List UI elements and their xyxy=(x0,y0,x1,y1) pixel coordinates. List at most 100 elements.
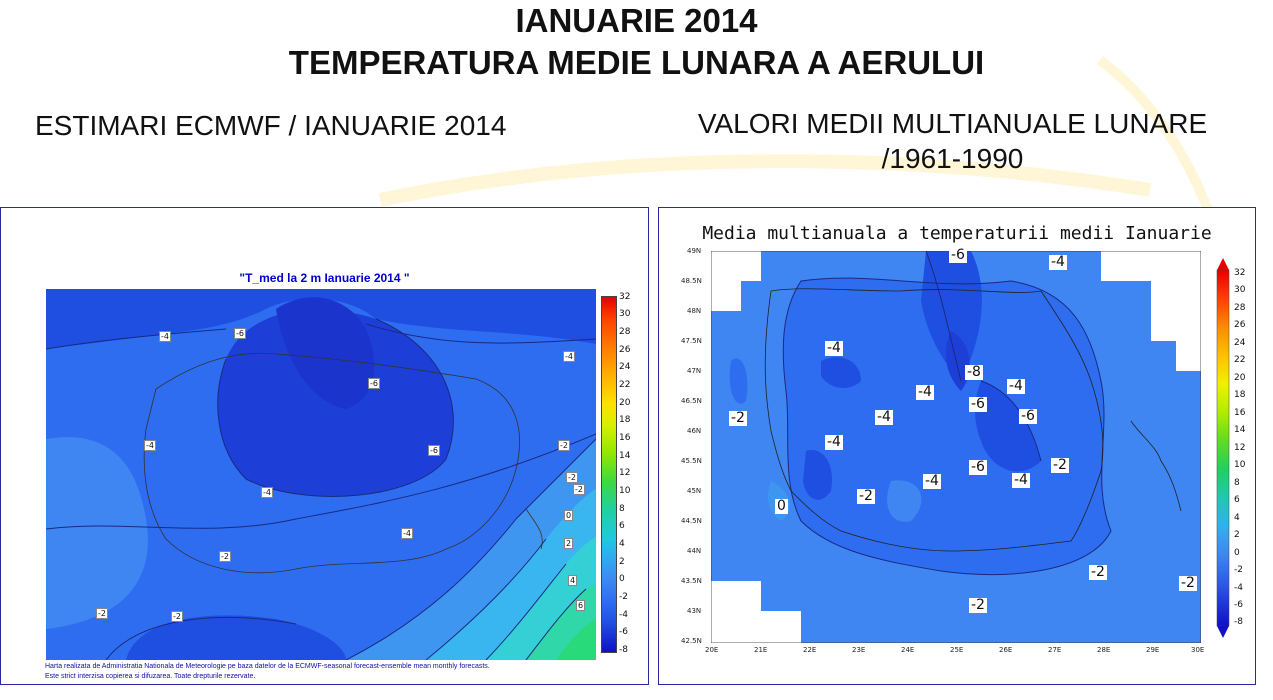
colorbar-label: -8 xyxy=(1234,617,1243,627)
contour-label: 2 xyxy=(564,538,574,549)
colorbar-label: 16 xyxy=(619,433,631,443)
lon-tick: 27E xyxy=(1048,646,1062,654)
colorbar-label: 32 xyxy=(619,292,631,302)
contour-label: 0 xyxy=(775,498,788,514)
colorbar-label: 4 xyxy=(1234,513,1240,523)
ecmwf-map-title: "T_med la 2 m Ianuarie 2014 " xyxy=(239,271,410,285)
colorbar-label: 14 xyxy=(619,451,631,461)
lon-tick: 26E xyxy=(999,646,1013,654)
lat-tick: 43.5N xyxy=(681,577,702,585)
left-panel-heading: ESTIMARI ECMWF / IANUARIE 2014 xyxy=(35,110,507,141)
contour-label: 6 xyxy=(576,600,586,611)
climatology-map-panel: Media multianuala a temperaturii medii I… xyxy=(658,207,1256,685)
lat-tick: 49N xyxy=(687,247,702,255)
lat-tick: 46N xyxy=(687,427,702,435)
colorbar-label: -2 xyxy=(619,592,628,602)
lon-tick: 25E xyxy=(950,646,964,654)
colorbar-label: -6 xyxy=(619,627,628,637)
contour-label: -4 xyxy=(1007,378,1025,394)
lon-tick: 24E xyxy=(901,646,915,654)
page-title: IANUARIE 2014 xyxy=(515,2,758,39)
colorbar-label: 2 xyxy=(619,557,625,567)
colorbar-label: 20 xyxy=(1234,373,1246,383)
contour-label: -2 xyxy=(1051,457,1069,473)
map-copyright-line: Este strict interzisa copierea si difuza… xyxy=(45,673,256,680)
lat-tick: 42.5N xyxy=(681,637,702,645)
lon-tick: 29E xyxy=(1146,646,1160,654)
contour-label: -6 xyxy=(1019,408,1037,424)
colorbar-label: -2 xyxy=(1234,565,1243,575)
contour-label: -8 xyxy=(965,364,983,380)
colorbar-label: 0 xyxy=(619,574,625,584)
contour-label: -6 xyxy=(949,247,967,263)
contour-label: -4 xyxy=(875,409,893,425)
contour-label: -2 xyxy=(171,611,183,622)
colorbar-label: 24 xyxy=(619,362,631,372)
lon-tick: 21E xyxy=(754,646,768,654)
right-panel-heading-period: /1961-1990 xyxy=(881,143,1024,174)
lat-tick: 48N xyxy=(687,307,702,315)
contour-label: -4 xyxy=(563,351,575,362)
contour-label: -2 xyxy=(1089,564,1107,580)
lon-tick: 23E xyxy=(852,646,866,654)
colorbar-label: 14 xyxy=(1234,425,1246,435)
contour-label: -6 xyxy=(969,396,987,412)
right-panel-heading: VALORI MEDII MULTIANUALE LUNARE xyxy=(697,108,1208,139)
lat-tick: 43N xyxy=(687,607,702,615)
contour-label: 4 xyxy=(568,575,578,586)
contour-label: -4 xyxy=(144,440,156,451)
contour-label: -6 xyxy=(969,459,987,475)
lon-tick: 28E xyxy=(1097,646,1111,654)
colorbar-label: 12 xyxy=(1234,443,1246,453)
colorbar-label: 10 xyxy=(1234,460,1246,470)
contour-label: -4 xyxy=(825,434,843,450)
contour-label: -4 xyxy=(1049,254,1067,270)
page-subtitle: TEMPERATURA MEDIE LUNARA A AERULUI xyxy=(288,44,985,81)
contour-label: -2 xyxy=(96,608,108,619)
colorbar-label: 4 xyxy=(619,539,625,549)
lat-tick: 45N xyxy=(687,487,702,495)
contour-label: -2 xyxy=(969,597,987,613)
contour-label: -6 xyxy=(428,445,440,456)
colorbar-label: 26 xyxy=(1234,320,1246,330)
contour-label: -2 xyxy=(1179,575,1197,591)
lon-tick: 20E xyxy=(705,646,719,654)
colorbar-label: 12 xyxy=(619,468,631,478)
colorbar-label: 18 xyxy=(1234,390,1246,400)
lat-tick: 44N xyxy=(687,547,702,555)
contour-label: -4 xyxy=(825,340,843,356)
colorbar-label: 28 xyxy=(619,327,631,337)
lat-tick: 44.5N xyxy=(681,517,702,525)
contour-label: -4 xyxy=(159,331,171,342)
colorbar-label: -8 xyxy=(619,645,628,655)
ecmwf-temperature-map xyxy=(46,289,596,660)
colorbar-label: 10 xyxy=(619,486,631,496)
colorbar-label: 6 xyxy=(619,521,625,531)
ecmwf-colorbar xyxy=(601,296,617,653)
contour-label: -4 xyxy=(916,384,934,400)
colorbar-label: 30 xyxy=(619,309,631,319)
contour-label: -2 xyxy=(729,410,747,426)
colorbar-label: -6 xyxy=(1234,600,1243,610)
colorbar-label: 2 xyxy=(1234,530,1240,540)
lat-tick: 47N xyxy=(687,367,702,375)
contour-label: -2 xyxy=(566,472,578,483)
colorbar-label: 8 xyxy=(619,504,625,514)
contour-label: -2 xyxy=(219,551,231,562)
lat-tick: 47.5N xyxy=(681,337,702,345)
colorbar-label: -4 xyxy=(1234,583,1243,593)
climatology-temperature-map xyxy=(711,251,1201,643)
contour-label: 0 xyxy=(564,510,574,521)
lat-tick: 48.5N xyxy=(681,277,702,285)
colorbar-label: 18 xyxy=(619,415,631,425)
contour-label: -4 xyxy=(1012,472,1030,488)
contour-label: -4 xyxy=(261,487,273,498)
contour-label: -2 xyxy=(857,488,875,504)
colorbar-label: 6 xyxy=(1234,495,1240,505)
colorbar-label: 8 xyxy=(1234,478,1240,488)
colorbar-label: 32 xyxy=(1234,268,1246,278)
contour-label: -2 xyxy=(558,440,570,451)
colorbar-label: 26 xyxy=(619,345,631,355)
lon-tick: 30E xyxy=(1191,646,1205,654)
climatology-colorbar xyxy=(1216,258,1230,638)
